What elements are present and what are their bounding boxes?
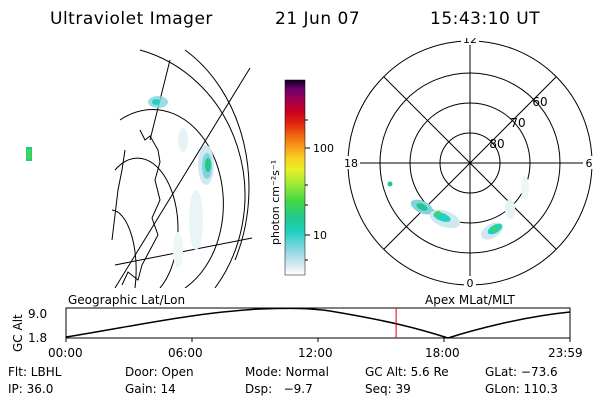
observation-date: 21 Jun 07 (275, 9, 361, 29)
sequence-info: Seq: 39 (365, 382, 411, 396)
time-tick-1200: 12:00 (298, 346, 333, 360)
latitude-arc (139, 49, 246, 288)
colorbar-units-label: photon cm⁻²s⁻¹ (269, 160, 282, 245)
meridian-line (114, 237, 253, 266)
door-info: Door: Open (125, 365, 194, 379)
polar-mlat-mlt-plot: 12 18 6 0 60 70 80 (342, 38, 595, 290)
mlt-label-0: 0 (467, 277, 474, 290)
mlt-diagonal (383, 76, 557, 250)
mlt-label-6: 6 (586, 157, 593, 170)
geographic-map-panel (26, 49, 253, 288)
altitude-x-ticks (65, 338, 571, 342)
observation-time: 15:43:10 UT (430, 9, 541, 29)
meridian-line (114, 67, 251, 288)
colorbar-gradient (284, 79, 306, 276)
ip-info: IP: 36.0 (8, 382, 54, 396)
time-tick-2359: 23:59 (548, 346, 583, 360)
latitude-arc (119, 109, 224, 288)
geographic-grid (111, 49, 253, 288)
altitude-plot-frame (65, 307, 571, 339)
colorbar-tick-label-100: 100 (313, 142, 334, 155)
filter-info: Flt: LBHL (8, 365, 62, 379)
time-tick-0600: 06:00 (168, 346, 203, 360)
gc-altitude-info: GC Alt: 5.6 Re (365, 365, 449, 379)
latitude-arc (111, 209, 137, 288)
isolated-emission-core (27, 149, 31, 159)
colorbar: 100 10 photon cm⁻²s⁻¹ (269, 79, 334, 276)
geographic-lon-info: GLon: 110.3 (485, 382, 558, 396)
altitude-axis-label: GC Alt (11, 314, 25, 352)
coastline (111, 129, 161, 286)
right-panel-caption: Apex MLat/MLT (425, 293, 515, 307)
auroral-emission-left (148, 96, 214, 268)
mode-info: Mode: Normal (245, 365, 329, 379)
time-tick-0000: 00:00 (48, 346, 83, 360)
altitude-curve (65, 307, 571, 339)
mlt-label-18: 18 (344, 157, 358, 170)
orbit-altitude-plot: GC Alt 9.0 1.8 (11, 307, 571, 352)
lat-label-80: 80 (489, 137, 504, 151)
dsp-info: Dsp: −9.7 (245, 382, 313, 396)
latitude-arc (114, 157, 179, 288)
altitude-tick-bottom: 1.8 (28, 331, 47, 345)
left-panel-caption: Geographic Lat/Lon (68, 293, 186, 307)
altitude-tick-top: 9.0 (28, 307, 47, 321)
gain-info: Gain: 14 (125, 382, 176, 396)
geographic-lat-info: GLat: −73.6 (485, 365, 558, 379)
instrument-title: Ultraviolet Imager (50, 9, 213, 29)
colorbar-tick-label-10: 10 (313, 229, 327, 242)
auroral-oval-emission (387, 176, 529, 240)
lat-label-70: 70 (510, 116, 525, 130)
lat-label-60: 60 (532, 95, 547, 109)
mlt-label-12: 12 (463, 38, 477, 46)
time-tick-1800: 18:00 (425, 346, 460, 360)
latitude-arc (184, 49, 250, 261)
